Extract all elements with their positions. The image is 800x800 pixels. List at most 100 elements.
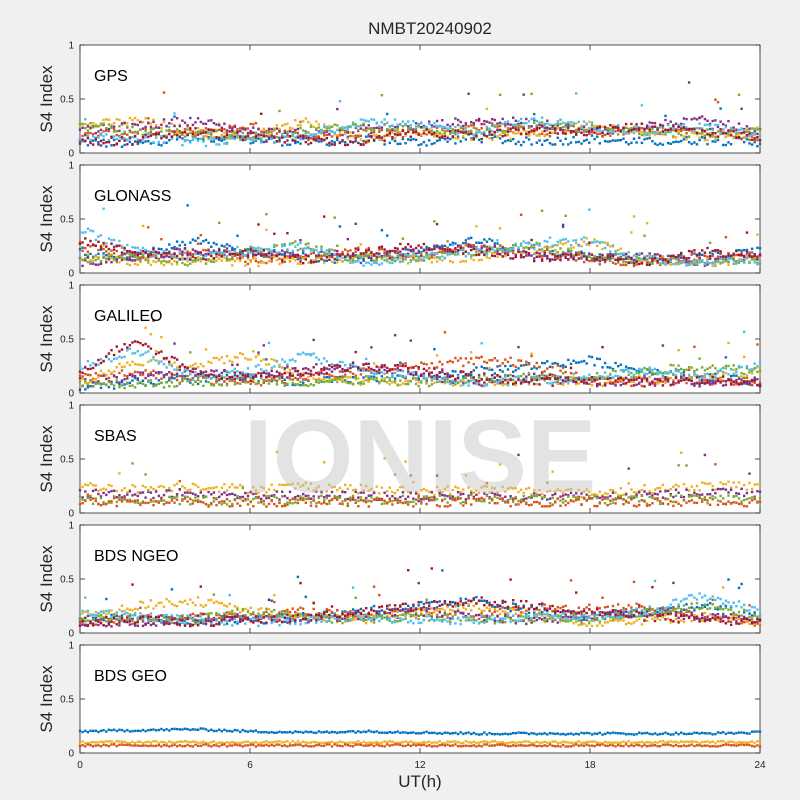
data-point xyxy=(609,259,612,262)
data-point xyxy=(414,259,418,263)
panel-label: GPS xyxy=(94,68,128,85)
data-point xyxy=(401,253,405,256)
data-point xyxy=(341,126,344,129)
data-point xyxy=(136,258,139,261)
data-point xyxy=(186,254,189,257)
data-point xyxy=(682,122,686,126)
data-point xyxy=(120,258,124,262)
data-point xyxy=(496,255,499,258)
data-point xyxy=(551,362,554,365)
data-point xyxy=(428,253,431,256)
data-point xyxy=(123,258,126,261)
data-point xyxy=(682,138,686,141)
data-point xyxy=(330,143,334,146)
data-point xyxy=(632,380,636,384)
data-point xyxy=(267,131,271,134)
data-point xyxy=(351,123,355,126)
data-point xyxy=(357,248,360,251)
data-point xyxy=(315,248,318,252)
data-point xyxy=(202,248,205,252)
data-point xyxy=(236,374,239,378)
data-point xyxy=(191,248,195,251)
data-point xyxy=(228,130,231,133)
data-point xyxy=(168,130,171,133)
data-point xyxy=(401,362,405,366)
data-point xyxy=(598,132,601,135)
data-point xyxy=(753,137,756,140)
data-point xyxy=(273,127,276,130)
data-point xyxy=(393,257,397,260)
data-point xyxy=(509,356,512,359)
data-point xyxy=(296,254,300,257)
data-point xyxy=(719,250,722,253)
data-point xyxy=(753,377,756,380)
data-point xyxy=(357,141,360,145)
data-point xyxy=(527,246,531,250)
data-point xyxy=(175,247,179,250)
data-point xyxy=(459,140,462,143)
data-point xyxy=(504,373,507,377)
data-point xyxy=(378,263,381,266)
data-point xyxy=(365,248,368,251)
data-point xyxy=(388,128,391,131)
data-point xyxy=(703,130,707,133)
data-point xyxy=(491,124,494,127)
data-point xyxy=(561,126,565,129)
data-point xyxy=(514,365,517,369)
data-point xyxy=(496,130,499,133)
data-point xyxy=(173,361,176,364)
data-point xyxy=(294,369,297,373)
data-point xyxy=(750,127,754,130)
data-point xyxy=(181,253,184,256)
data-point xyxy=(464,131,468,135)
data-point xyxy=(643,255,646,259)
data-point xyxy=(454,356,457,360)
data-point xyxy=(354,125,357,128)
data-point xyxy=(372,134,376,137)
data-point xyxy=(409,260,412,263)
data-point xyxy=(241,353,244,356)
data-point xyxy=(78,374,82,377)
data-point xyxy=(433,244,436,247)
data-point xyxy=(354,250,357,253)
data-point xyxy=(165,129,168,132)
data-point xyxy=(422,249,426,253)
data-point xyxy=(745,256,749,259)
data-point xyxy=(651,258,654,262)
data-point xyxy=(653,377,657,381)
data-point xyxy=(664,378,667,381)
data-point xyxy=(257,351,260,354)
data-point xyxy=(680,122,683,126)
data-point xyxy=(690,366,693,369)
data-point xyxy=(538,242,541,245)
data-point xyxy=(517,376,520,379)
data-point xyxy=(493,130,496,134)
data-point xyxy=(383,143,386,146)
data-point xyxy=(729,130,733,134)
data-point xyxy=(488,247,491,250)
data-point xyxy=(512,257,515,260)
data-point xyxy=(99,128,103,132)
data-point xyxy=(84,379,87,382)
data-point xyxy=(514,142,517,146)
data-point xyxy=(433,256,436,260)
data-point xyxy=(133,255,137,259)
data-point xyxy=(84,246,87,250)
data-point xyxy=(446,136,449,140)
data-point xyxy=(611,130,615,134)
data-point xyxy=(307,372,310,375)
data-point xyxy=(582,240,586,243)
data-point xyxy=(131,118,134,122)
data-point xyxy=(173,256,176,259)
data-point xyxy=(323,215,326,218)
data-point xyxy=(181,250,184,253)
data-point xyxy=(346,259,349,262)
data-point xyxy=(706,246,709,250)
data-point xyxy=(118,139,121,142)
data-point xyxy=(638,252,641,255)
data-point xyxy=(128,258,132,261)
data-point xyxy=(265,134,268,138)
data-point xyxy=(420,126,423,129)
data-point xyxy=(719,261,722,264)
data-point xyxy=(286,143,289,146)
